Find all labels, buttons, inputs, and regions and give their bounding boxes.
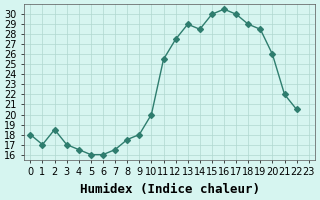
X-axis label: Humidex (Indice chaleur): Humidex (Indice chaleur) xyxy=(80,183,260,196)
